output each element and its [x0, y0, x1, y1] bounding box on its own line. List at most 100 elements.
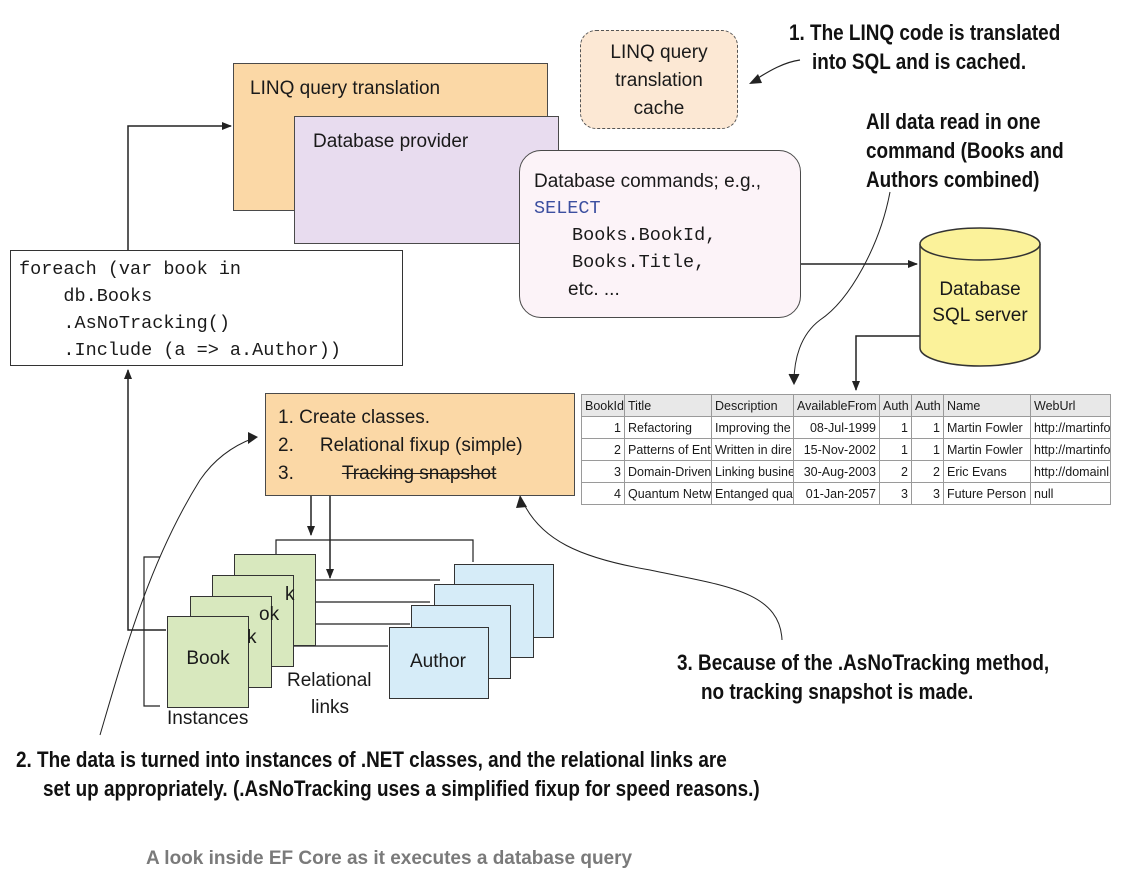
database-provider-box: Database provider — [294, 116, 559, 244]
query-result-table: BookId Title Description AvailableFrom A… — [581, 394, 1111, 505]
book-instance — [167, 616, 249, 708]
table-cell: 2 — [879, 460, 912, 483]
code-line-3: .AsNoTracking() — [19, 313, 230, 334]
database-cylinder — [919, 227, 1041, 367]
table-cell: null — [1030, 482, 1111, 505]
cache-label-line3: cache — [633, 98, 685, 119]
author-label: Author — [410, 651, 466, 672]
table-cell: Future Person — [943, 482, 1031, 505]
table-cell: http://martinfo — [1030, 438, 1111, 461]
table-cell: http://martinfo — [1030, 416, 1111, 439]
table-cell: 1 — [581, 416, 625, 439]
database-label-line2: SQL server — [932, 305, 1028, 326]
cache-label-line1: LINQ query — [610, 42, 708, 63]
table-cell: Quantum Netw — [624, 482, 712, 505]
table-cell: 30-Aug-2003 — [793, 460, 880, 483]
database-label-line1: Database — [939, 279, 1021, 300]
table-header: Auth — [879, 394, 912, 417]
table-cell: Improving the — [711, 416, 794, 439]
step-2-text: Relational fixup (simple) — [319, 435, 523, 456]
code-line-1: foreach (var book in — [19, 259, 242, 280]
annotation-1-line2: into SQL and is cached. — [812, 49, 1027, 74]
relational-label-line2: links — [311, 697, 350, 718]
step-3-number: 3. — [278, 463, 294, 484]
step-3-text: Tracking snapshot — [341, 463, 497, 484]
instances-label: Instances — [167, 708, 249, 729]
code-line-4: .Include (a => a.Author)) — [19, 340, 341, 361]
relational-label-line1: Relational — [287, 670, 372, 691]
relational-link-top — [275, 539, 474, 562]
author-instance — [389, 627, 489, 699]
table-cell: 1 — [879, 416, 912, 439]
table-cell: Entanged qua — [711, 482, 794, 505]
annotation-2-line2: set up appropriately. (.AsNoTracking use… — [43, 776, 760, 801]
step-1: 1. Create classes. — [278, 407, 431, 428]
curve-data-read-to-table — [793, 191, 891, 383]
table-cell: Linking busine — [711, 460, 794, 483]
linq-code-box: foreach (var book in db.Books .AsNoTrack… — [10, 250, 403, 366]
sql-column-2: Books.Title, — [572, 252, 706, 273]
table-cell: 3 — [879, 482, 912, 505]
curve-annotation3-to-steps — [521, 499, 783, 641]
table-cell: http://domainl — [1030, 460, 1111, 483]
data-read-annotation-line2: command (Books and — [866, 138, 1064, 163]
arrow-database-to-table — [852, 335, 922, 391]
table-header-row: BookId Title Description AvailableFrom A… — [581, 394, 1111, 417]
code-line-2: db.Books — [19, 286, 153, 307]
table-cell: Patterns of Ent — [624, 438, 712, 461]
table-cell: Eric Evans — [943, 460, 1031, 483]
table-cell: 1 — [911, 438, 944, 461]
table-cell: 3 — [911, 482, 944, 505]
arrow-instances-to-code — [124, 369, 166, 631]
figure-caption: A look inside EF Core as it executes a d… — [146, 848, 633, 869]
table-row: 2 Patterns of Ent Written in dire 15-Nov… — [581, 438, 1111, 461]
book-label: Book — [186, 648, 230, 669]
table-cell: 4 — [581, 482, 625, 505]
step-2: 2. Relational fixup (simple) — [278, 432, 574, 460]
translation-cache-box: LINQ query translation cache — [580, 30, 738, 129]
table-cell: 1 — [911, 416, 944, 439]
table-header: Description — [711, 394, 794, 417]
table-row: 1 Refactoring Improving the 08-Jul-1999 … — [581, 416, 1111, 439]
table-row: 4 Quantum Netw Entanged qua 01-Jan-2057 … — [581, 482, 1111, 505]
table-header: AvailableFrom — [793, 394, 880, 417]
instances-bracket — [143, 556, 160, 707]
linq-translation-label: LINQ query translation — [250, 78, 441, 99]
table-header: WebUrl — [1030, 394, 1111, 417]
table-cell: 15-Nov-2002 — [793, 438, 880, 461]
commands-intro-text: Database commands; e.g., — [534, 171, 762, 192]
annotation-3-line2: no tracking snapshot is made. — [701, 679, 974, 704]
table-cell: Domain-Driven — [624, 460, 712, 483]
step-3: 3. Tracking snapshot — [278, 460, 574, 488]
book-partial-label-3: k — [285, 584, 295, 605]
annotation-2-line1: 2. The data is turned into instances of … — [16, 747, 727, 772]
table-cell: 1 — [879, 438, 912, 461]
sql-column-1: Books.BookId, — [572, 225, 717, 246]
database-provider-label: Database provider — [313, 131, 469, 152]
table-cell: Martin Fowler — [943, 416, 1031, 439]
cache-label-line2: translation — [615, 70, 703, 91]
table-row: 3 Domain-Driven Linking busine 30-Aug-20… — [581, 460, 1111, 483]
arrow-code-to-linq — [127, 122, 232, 250]
sql-etc: etc. ... — [568, 279, 620, 300]
table-cell: Martin Fowler — [943, 438, 1031, 461]
table-cell: 2 — [581, 438, 625, 461]
data-read-annotation-line1: All data read in one — [866, 109, 1041, 134]
table-cell: 08-Jul-1999 — [793, 416, 880, 439]
step-2-number: 2. — [278, 435, 294, 456]
sql-keyword: SELECT — [534, 198, 601, 219]
table-cell: Refactoring — [624, 416, 712, 439]
data-read-annotation-line3: Authors combined) — [866, 167, 1040, 192]
book-partial-label-2: ok — [259, 604, 280, 625]
table-header: BookId — [581, 394, 625, 417]
annotation-3-line1: 3. Because of the .AsNoTracking method, — [677, 650, 1050, 675]
database-commands-box: Database commands; e.g., SELECT Books.Bo… — [519, 150, 801, 318]
table-header: Title — [624, 394, 712, 417]
table-cell: 01-Jan-2057 — [793, 482, 880, 505]
table-cell: 2 — [911, 460, 944, 483]
table-header: Auth — [911, 394, 944, 417]
table-cell: 3 — [581, 460, 625, 483]
table-cell: Written in dire — [711, 438, 794, 461]
processing-steps-box: 1. Create classes. 2. Relational fixup (s… — [265, 393, 575, 496]
